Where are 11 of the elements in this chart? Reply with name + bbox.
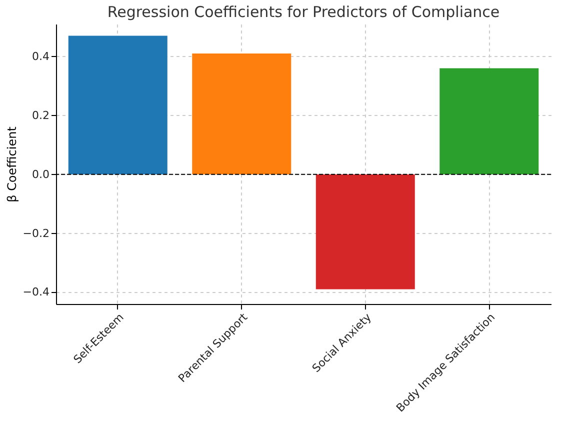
- y-tick-label: 0.0: [32, 168, 50, 181]
- y-tick-label: −0.4: [22, 286, 50, 299]
- y-tick-label: −0.2: [22, 226, 50, 240]
- chart-title: Regression Coefficients for Predictors of Compliance: [107, 3, 500, 21]
- y-tick-label: 0.2: [32, 108, 50, 122]
- y-tick-label: 0.4: [32, 50, 50, 63]
- bar: [192, 53, 292, 174]
- y-axis-title: β Coefficient: [4, 126, 19, 202]
- bar: [68, 36, 168, 174]
- bar: [440, 68, 539, 174]
- bar: [316, 174, 415, 290]
